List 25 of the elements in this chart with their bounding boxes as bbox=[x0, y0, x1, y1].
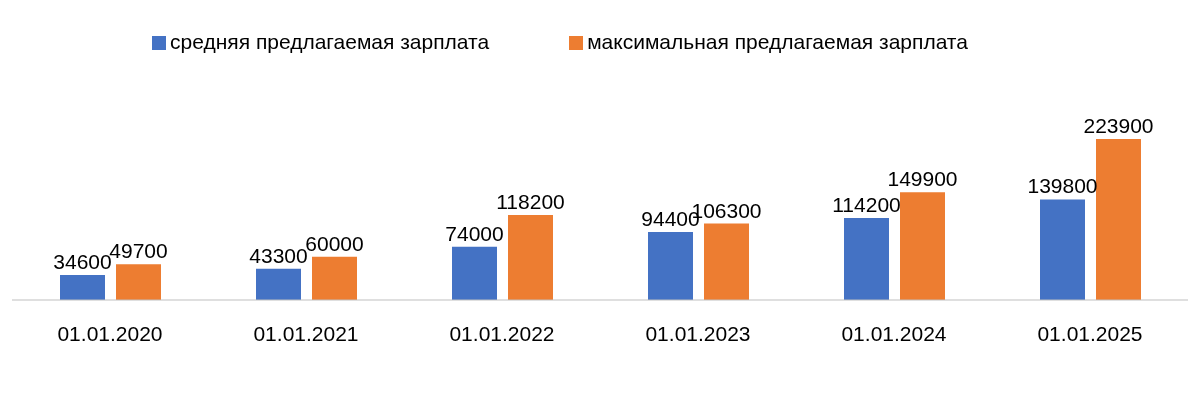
x-tick-label: 01.01.2025 bbox=[1037, 321, 1143, 345]
legend-label: средняя предлагаемая зарплата bbox=[170, 30, 490, 53]
x-tick-label: 01.01.2024 bbox=[841, 321, 947, 345]
data-label: 114200 bbox=[832, 192, 901, 216]
x-tick-label: 01.01.2020 bbox=[57, 321, 163, 345]
data-label: 223900 bbox=[1083, 114, 1154, 137]
bar bbox=[648, 232, 693, 300]
bar bbox=[508, 215, 553, 300]
bar bbox=[900, 192, 945, 300]
bar bbox=[452, 246, 497, 300]
bar bbox=[1096, 139, 1141, 300]
bar bbox=[256, 268, 301, 300]
data-label: 118200 bbox=[496, 190, 565, 214]
bar bbox=[312, 256, 357, 300]
data-label: 74000 bbox=[445, 221, 504, 245]
bar bbox=[844, 217, 889, 300]
legend-label: максимальная предлагаемая зарплата bbox=[587, 30, 968, 53]
bar bbox=[116, 264, 161, 300]
bar bbox=[60, 275, 105, 300]
data-label: 149900 bbox=[887, 167, 958, 191]
x-tick-label: 01.01.2021 bbox=[253, 321, 359, 345]
bar bbox=[704, 223, 749, 300]
x-tick-label: 01.01.2022 bbox=[449, 321, 555, 345]
x-tick-label: 01.01.2023 bbox=[645, 321, 751, 345]
bar bbox=[1040, 199, 1085, 300]
